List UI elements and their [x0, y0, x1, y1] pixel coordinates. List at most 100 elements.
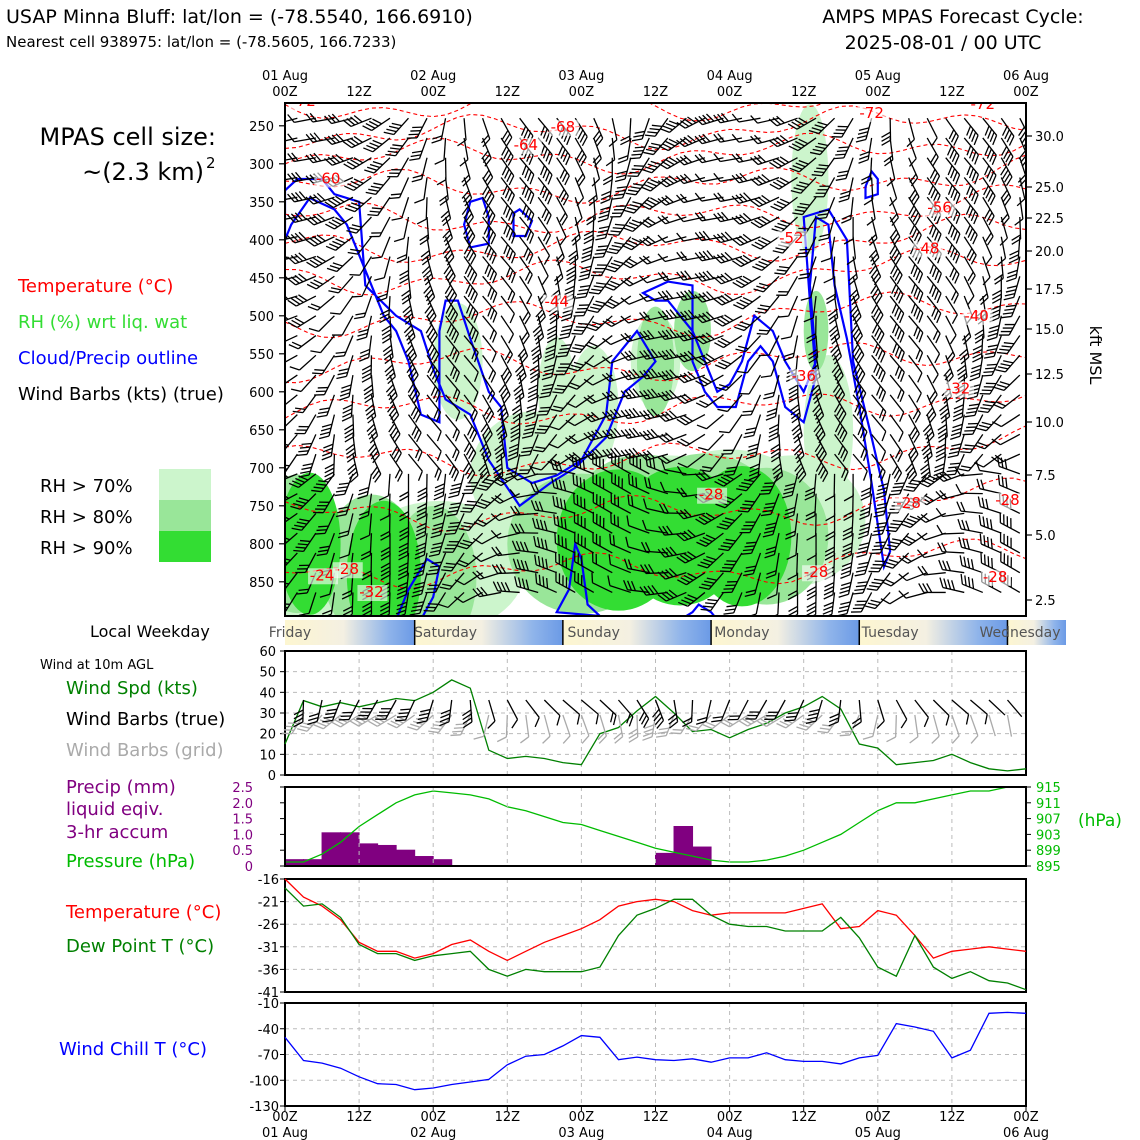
upper-wind-barb — [426, 335, 440, 364]
upper-wind-barb — [713, 153, 743, 163]
upper-wind-barb — [609, 533, 632, 554]
upper-wind-barb — [832, 374, 846, 404]
upper-wind-barb — [602, 315, 632, 328]
upper-wind-barb — [588, 275, 613, 295]
upper-wind-barb — [428, 532, 447, 557]
upper-wind-barb — [537, 157, 553, 185]
contour-label-bg — [314, 171, 345, 188]
bottom-tick-label: 00Z — [569, 1110, 595, 1125]
true-wind-barb — [745, 699, 768, 720]
rh-legend-swatch — [159, 469, 211, 500]
upper-wind-barb — [958, 453, 984, 472]
upper-wind-barb — [714, 473, 743, 487]
true-wind-barb — [599, 699, 617, 726]
value-tick-label: 0 — [245, 860, 253, 875]
grid-wind-barb — [969, 714, 979, 744]
upper-wind-barb — [566, 394, 595, 409]
upper-wind-barb — [537, 177, 553, 205]
upper-wind-barb — [979, 533, 1002, 554]
upper-wind-barb — [287, 315, 317, 329]
upper-wind-barb — [888, 177, 898, 207]
upper-wind-barb — [731, 212, 761, 225]
upper-wind-barb — [285, 271, 298, 283]
wind-panel: 0 10 20 30 40 50 60 — [259, 645, 1027, 784]
upper-wind-barb — [694, 153, 724, 164]
upper-wind-barb — [510, 414, 521, 443]
bottom-tick-label: 00Z — [717, 1110, 743, 1125]
upper-wind-barb — [617, 137, 632, 164]
grid-wind-barb — [817, 714, 842, 734]
upper-wind-barb — [336, 355, 354, 380]
upper-wind-barb — [743, 552, 762, 577]
value-tick-label: 60 — [259, 645, 276, 660]
upper-wind-barb — [491, 564, 520, 575]
contour-label: -72 — [859, 104, 884, 122]
contour-label: -40 — [964, 307, 989, 325]
upper-wind-barb — [731, 153, 761, 163]
upper-wind-barb — [694, 332, 724, 345]
upper-wind-barb — [316, 532, 336, 557]
upper-wind-barb — [871, 414, 887, 442]
upper-wind-barb — [285, 291, 298, 304]
upper-wind-barb — [306, 275, 335, 290]
upper-wind-barb — [639, 388, 668, 400]
upper-wind-barb — [620, 332, 650, 343]
upper-wind-barb — [482, 216, 497, 245]
upper-wind-barb — [482, 177, 495, 206]
precip-panel-label: Precip (mm) — [66, 777, 176, 798]
upper-wind-barb — [537, 196, 552, 225]
upper-wind-barb — [445, 315, 460, 344]
upper-wind-barb — [881, 118, 892, 146]
upper-wind-barb — [627, 157, 650, 178]
upper-wind-barb — [750, 215, 780, 229]
upper-wind-barb — [571, 315, 595, 335]
upper-wind-barb — [482, 256, 498, 284]
upper-wind-barb — [986, 315, 1002, 341]
upper-wind-barb — [935, 490, 965, 500]
upper-wind-barb — [926, 315, 941, 344]
true-wind-barb — [487, 699, 496, 729]
height-tick-label: 15.0 — [1035, 323, 1064, 338]
temperature-isotherm — [285, 154, 1026, 204]
upper-wind-barb — [288, 473, 317, 489]
upper-wind-barb — [463, 414, 478, 443]
grid-wind-barb — [951, 714, 960, 744]
upper-wind-barb — [758, 335, 780, 357]
upper-wind-barb — [945, 117, 959, 146]
contour-label: -68 — [551, 118, 576, 136]
upper-wind-barb — [659, 481, 687, 495]
upper-wind-barb — [383, 117, 409, 136]
upper-wind-barb — [532, 433, 558, 453]
upper-wind-barb — [760, 355, 780, 378]
pressure-tick-label: 550 — [249, 348, 274, 363]
upper-wind-barb — [411, 572, 428, 598]
upper-wind-barb — [455, 552, 484, 568]
contour-label-bg — [542, 294, 573, 311]
upper-wind-barb — [871, 433, 887, 462]
upper-wind-barb — [735, 335, 761, 353]
weekday-band — [285, 620, 415, 645]
grid-wind-barb — [542, 714, 551, 744]
upper-wind-barb — [365, 394, 377, 424]
bottom-tick-label: 00Z — [1013, 1110, 1039, 1125]
upper-wind-barb — [736, 354, 761, 374]
upper-wind-barb — [676, 193, 706, 204]
upper-wind-barb — [443, 256, 456, 286]
upper-wind-barb — [820, 236, 836, 263]
upper-wind-barb — [889, 453, 903, 483]
upper-wind-barb — [544, 335, 558, 362]
weekday-label: Sunday — [568, 625, 620, 641]
true-wind-barb — [439, 699, 453, 727]
contour-label-bg — [981, 569, 1012, 586]
upper-wind-barb — [463, 256, 478, 285]
true-wind-barb — [876, 699, 885, 729]
upper-wind-barb — [783, 493, 799, 520]
upper-wind-barb — [357, 473, 373, 500]
rh-legend: RH > 70% RH > 80% RH > 90% — [40, 469, 211, 562]
temp-panel-label: Temperature (°C) — [65, 902, 221, 923]
upper-wind-barb — [341, 394, 354, 422]
upper-wind-barb — [828, 315, 841, 345]
upper-wind-barb — [676, 433, 706, 447]
upper-wind-barb — [696, 414, 724, 430]
upper-wind-barb — [889, 473, 910, 496]
